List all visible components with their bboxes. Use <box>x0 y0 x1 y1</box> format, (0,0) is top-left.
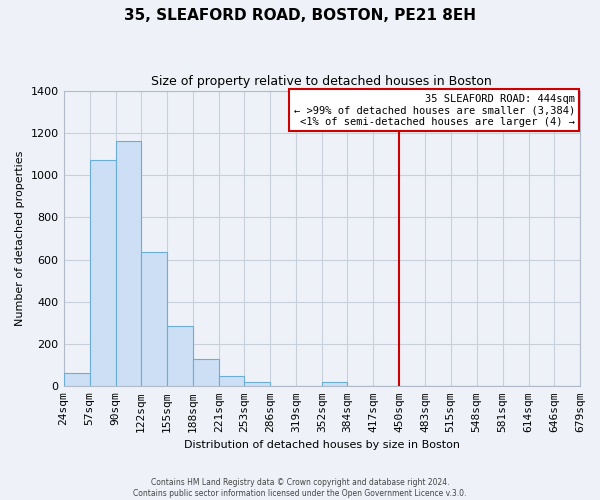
Text: 35, SLEAFORD ROAD, BOSTON, PE21 8EH: 35, SLEAFORD ROAD, BOSTON, PE21 8EH <box>124 8 476 22</box>
Text: Contains HM Land Registry data © Crown copyright and database right 2024.
Contai: Contains HM Land Registry data © Crown c… <box>133 478 467 498</box>
Bar <box>193 359 219 386</box>
Text: 35 SLEAFORD ROAD: 444sqm
← >99% of detached houses are smaller (3,384)
<1% of se: 35 SLEAFORD ROAD: 444sqm ← >99% of detac… <box>293 94 575 126</box>
Bar <box>116 142 141 386</box>
Bar <box>141 252 167 386</box>
Bar <box>244 382 270 386</box>
Title: Size of property relative to detached houses in Boston: Size of property relative to detached ho… <box>151 75 492 88</box>
Bar <box>167 326 193 386</box>
Bar <box>219 376 244 386</box>
Bar <box>64 372 89 386</box>
Bar <box>89 160 116 386</box>
Y-axis label: Number of detached properties: Number of detached properties <box>15 150 25 326</box>
X-axis label: Distribution of detached houses by size in Boston: Distribution of detached houses by size … <box>184 440 460 450</box>
Bar <box>322 382 347 386</box>
